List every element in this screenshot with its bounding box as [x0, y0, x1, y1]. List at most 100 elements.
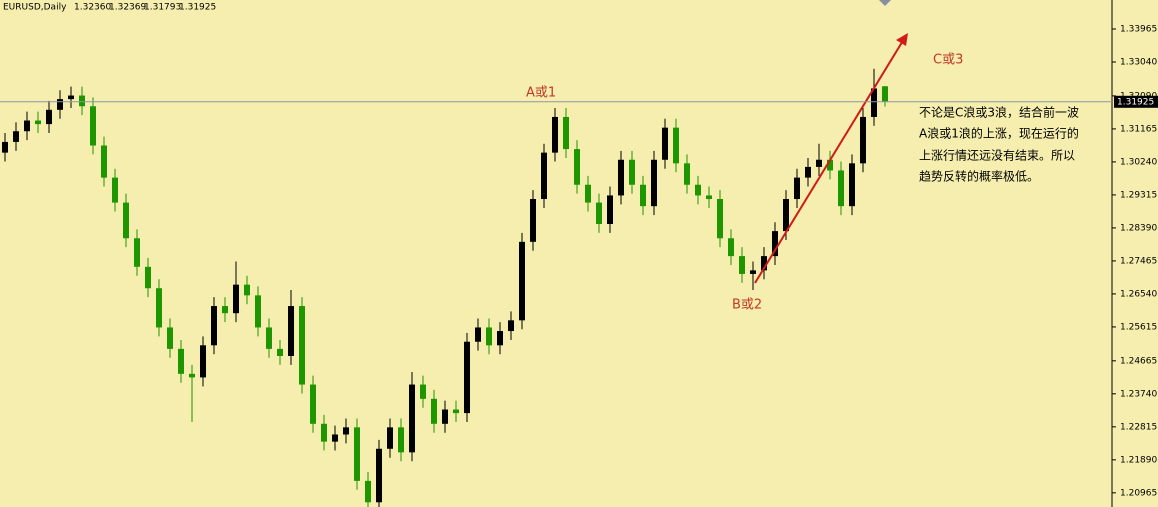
y-tick-label: 1.26540 [1120, 289, 1157, 299]
candle-body [596, 202, 602, 224]
candle-body [189, 373, 195, 378]
candle-body [46, 109, 52, 125]
candle-body [35, 120, 41, 125]
candle-body [783, 199, 789, 232]
candle-body [574, 149, 580, 185]
candle-body [684, 163, 690, 185]
candle-body [849, 163, 855, 207]
candle-body [288, 306, 294, 357]
candle-body [145, 266, 151, 289]
open-label: 1.32360 [74, 3, 111, 13]
y-tick-label: 1.33965 [1120, 25, 1157, 35]
candle-body [222, 306, 228, 314]
candle-body [398, 427, 404, 453]
candle-body [739, 256, 745, 274]
candle-body [530, 199, 536, 242]
candle-body [112, 177, 118, 203]
candle-body [167, 327, 173, 349]
period-marker [879, 0, 891, 6]
candle-body [101, 145, 107, 178]
price-label: 1.31925 [1117, 97, 1154, 107]
candle-body [79, 95, 85, 107]
candle-body [277, 348, 283, 357]
candle-body [673, 127, 679, 164]
candle-body [838, 170, 844, 207]
price-label-box [1114, 95, 1158, 108]
candle-body [805, 166, 811, 178]
candle-body [816, 159, 822, 167]
candle-body [871, 88, 877, 117]
low-label: 1.31793 [144, 3, 181, 13]
candle-body [640, 184, 646, 207]
candle-body [585, 184, 591, 203]
y-tick-label: 1.31165 [1120, 124, 1157, 134]
candle-body [178, 348, 184, 374]
candle-body [860, 116, 866, 164]
close-label: 1.31925 [179, 3, 216, 13]
candle-body [442, 409, 448, 424]
candle-body [123, 202, 129, 239]
candle-body [200, 345, 206, 378]
candle-body [332, 434, 338, 442]
candle-body [321, 423, 327, 442]
candle-body [497, 331, 503, 346]
candle-body [255, 295, 261, 328]
candle-body [728, 238, 734, 257]
y-tick-label: 1.29315 [1120, 190, 1157, 200]
candle-body [24, 120, 30, 132]
candle-body [794, 177, 800, 200]
arrow-head [896, 33, 908, 46]
y-tick-label: 1.24665 [1120, 356, 1157, 366]
candle-body [13, 131, 19, 142]
candle-body [134, 238, 140, 267]
annotation: B或2 [732, 298, 762, 313]
candle-body [266, 327, 272, 349]
candle-body [552, 116, 558, 153]
y-tick-label: 1.20965 [1120, 488, 1157, 498]
y-tick-label: 1.27465 [1120, 256, 1157, 266]
y-tick-label: 1.33040 [1120, 58, 1157, 68]
candle-body [343, 427, 349, 435]
candle-body [156, 288, 162, 328]
candle-body [717, 199, 723, 239]
candle-body [464, 341, 470, 414]
annotation: A或1 [526, 86, 556, 101]
candle-body [651, 159, 657, 207]
candle-body [90, 106, 96, 146]
candles [2, 68, 888, 507]
annotation: C或3 [933, 53, 963, 68]
candle-body [475, 327, 481, 342]
note-line: 上涨行情还远没有结束。所以 [919, 148, 1075, 163]
candle-body [618, 159, 624, 196]
candle-body [2, 141, 8, 153]
trend-arrow [754, 38, 905, 284]
y-tick-label: 1.23740 [1120, 389, 1157, 399]
candle-body [409, 384, 415, 453]
note-line: 不论是C浪或3浪，结合前一波 [919, 105, 1079, 120]
candle-body [310, 384, 316, 424]
candle-body [420, 384, 426, 399]
candle-body [68, 95, 74, 100]
candle-body [453, 409, 459, 414]
candle-body [519, 241, 525, 321]
candle-body [750, 270, 756, 274]
candle-body [882, 86, 888, 102]
candle-body [541, 152, 547, 200]
candle-body [629, 159, 635, 185]
candle-body [387, 427, 393, 449]
candle-body [431, 398, 437, 424]
candle-body [827, 159, 833, 171]
candle-body [376, 448, 382, 503]
note-line: 趋势反转的概率极低。 [919, 169, 1039, 184]
candle-body [211, 306, 217, 346]
candle-body [607, 195, 613, 224]
candle-body [508, 320, 514, 332]
y-tick-label: 1.30240 [1120, 157, 1157, 167]
note-line: A浪或1浪的上涨，现在运行的 [919, 126, 1079, 141]
candle-body [354, 427, 360, 481]
high-label: 1.32369 [109, 3, 146, 13]
y-tick-label: 1.28390 [1120, 223, 1157, 233]
